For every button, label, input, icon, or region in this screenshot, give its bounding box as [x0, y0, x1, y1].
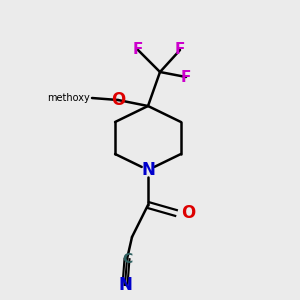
Text: methoxy: methoxy [47, 93, 90, 103]
Text: F: F [175, 43, 185, 58]
Text: F: F [181, 70, 191, 85]
Text: C: C [122, 252, 132, 266]
Text: O: O [111, 91, 125, 109]
Text: F: F [133, 43, 143, 58]
Text: N: N [141, 161, 155, 179]
Text: N: N [118, 276, 132, 294]
Text: O: O [181, 204, 195, 222]
